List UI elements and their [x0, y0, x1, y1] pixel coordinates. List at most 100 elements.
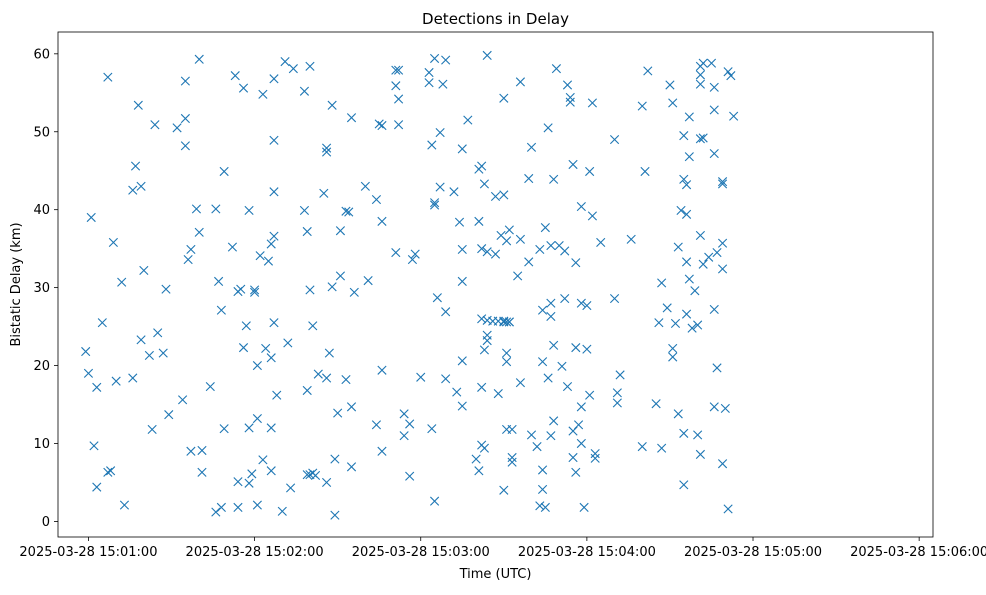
- data-point: [537, 484, 548, 495]
- data-point: [407, 254, 418, 265]
- data-point: [346, 462, 357, 472]
- data-point: [681, 257, 692, 267]
- data-point: [493, 389, 503, 399]
- y-tick-label: 50: [33, 125, 50, 140]
- data-point: [427, 140, 437, 150]
- data-point: [507, 457, 517, 467]
- data-point: [128, 373, 138, 383]
- data-point: [590, 449, 600, 459]
- data-point: [507, 424, 517, 435]
- data-point: [474, 466, 484, 476]
- data-point: [571, 258, 581, 268]
- data-point: [305, 61, 315, 71]
- data-point: [277, 506, 287, 516]
- data-point: [585, 166, 595, 177]
- data-point: [717, 459, 728, 469]
- data-point: [305, 285, 315, 295]
- data-point: [308, 321, 318, 331]
- data-point: [269, 74, 279, 84]
- data-point: [377, 120, 387, 131]
- data-point: [612, 398, 622, 408]
- data-point: [219, 424, 229, 434]
- data-point: [576, 402, 586, 412]
- y-tick-label: 40: [33, 203, 50, 218]
- data-point: [344, 207, 354, 217]
- data-point: [393, 94, 404, 104]
- data-point: [665, 80, 675, 90]
- data-point: [717, 264, 728, 274]
- data-point: [537, 305, 548, 315]
- data-point: [216, 305, 226, 315]
- data-point: [729, 111, 739, 121]
- data-point: [684, 112, 694, 122]
- data-point: [424, 67, 434, 78]
- data-point: [432, 293, 442, 303]
- data-point: [679, 480, 689, 490]
- data-point: [560, 293, 570, 304]
- data-point: [709, 402, 719, 412]
- data-point: [161, 284, 171, 294]
- data-point: [302, 470, 312, 480]
- y-tick-label: 10: [33, 437, 50, 452]
- data-point: [546, 431, 556, 441]
- data-point: [504, 317, 514, 327]
- data-point: [596, 237, 606, 248]
- data-point: [571, 343, 581, 353]
- data-point: [684, 274, 694, 284]
- data-point: [546, 240, 556, 251]
- data-point: [543, 373, 553, 383]
- data-point: [327, 282, 337, 292]
- data-point: [717, 179, 728, 189]
- data-point: [449, 187, 459, 197]
- data-point: [349, 287, 359, 297]
- data-point: [695, 230, 705, 240]
- data-point: [299, 86, 310, 96]
- data-point: [471, 454, 481, 464]
- data-point: [238, 83, 249, 93]
- x-tick-label: 2025-03-28 15:05:00: [684, 545, 822, 560]
- data-point: [139, 265, 149, 276]
- data-point: [147, 424, 157, 435]
- data-point: [681, 180, 692, 190]
- data-point: [651, 399, 661, 409]
- data-point: [681, 309, 692, 319]
- data-point: [479, 179, 490, 189]
- data-point: [524, 173, 534, 184]
- data-point: [609, 134, 620, 145]
- data-point: [269, 135, 279, 145]
- data-point: [266, 423, 276, 433]
- data-point: [117, 277, 127, 287]
- data-point: [704, 252, 714, 262]
- data-point: [391, 247, 401, 258]
- data-point: [565, 92, 575, 103]
- data-point: [712, 363, 722, 373]
- data-point: [103, 467, 113, 477]
- data-point: [565, 97, 575, 107]
- data-point: [360, 181, 370, 191]
- data-point: [479, 345, 490, 355]
- data-point: [546, 298, 556, 308]
- data-point: [244, 205, 254, 216]
- data-point: [717, 238, 728, 248]
- data-point: [490, 249, 501, 259]
- data-point: [263, 256, 274, 266]
- data-point: [341, 374, 351, 385]
- data-point: [695, 70, 705, 80]
- data-point: [515, 77, 526, 87]
- data-point: [346, 402, 357, 412]
- y-axis-label: Bistatic Delay (km): [9, 222, 24, 346]
- data-point: [324, 348, 334, 358]
- data-point: [501, 357, 512, 367]
- data-point: [180, 113, 190, 124]
- data-point: [429, 200, 440, 210]
- y-axis-ticks: 0 10 20 30 40 50 60: [33, 47, 58, 530]
- data-point: [399, 409, 409, 419]
- data-point: [399, 431, 409, 441]
- chart-title: Detections in Delay: [422, 10, 569, 28]
- data-point: [499, 190, 509, 200]
- data-point: [178, 395, 188, 405]
- data-point: [438, 79, 448, 89]
- data-point: [640, 166, 650, 177]
- data-point: [515, 234, 526, 244]
